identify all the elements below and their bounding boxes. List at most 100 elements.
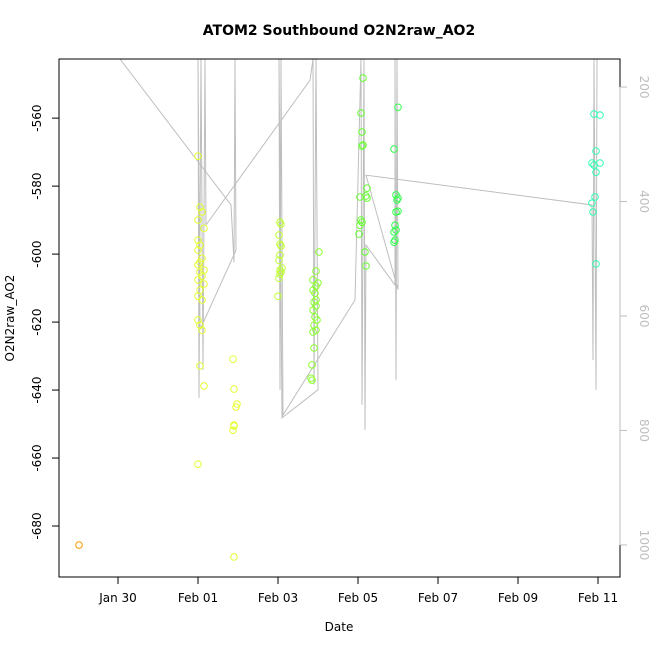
data-point [596, 159, 604, 167]
x-tick-label: Feb 05 [338, 591, 378, 605]
x-axis-label: Date [325, 620, 354, 634]
data-point [230, 553, 238, 561]
y2-tick-label: 400 [637, 190, 650, 213]
data-point [592, 147, 600, 155]
data-point [596, 111, 604, 119]
data-point [309, 306, 317, 314]
data-point [194, 292, 202, 301]
x-tick-label: Jan 30 [98, 591, 137, 605]
data-point [361, 248, 369, 256]
x-tick-label: Feb 07 [418, 591, 458, 605]
y2-tick-label: 1000 [637, 530, 650, 561]
data-point [198, 296, 206, 304]
x-tick-label: Feb 03 [258, 591, 298, 605]
y-axis-label: O2N2raw_AO2 [3, 275, 17, 362]
data-point [390, 228, 398, 236]
line-layer [119, 59, 598, 430]
data-point [589, 208, 597, 216]
data-point [591, 193, 599, 201]
data-point [196, 241, 204, 250]
data-point [315, 248, 323, 256]
data-point [392, 208, 400, 216]
data-point [276, 251, 284, 259]
x-tick-label: Feb 09 [498, 591, 538, 605]
y2-tick-label: 600 [637, 305, 650, 328]
data-point [358, 128, 366, 136]
data-point [310, 298, 318, 306]
y-tick-label: -580 [30, 173, 44, 200]
x-tick-label: Feb 01 [178, 591, 218, 605]
x-tick-label: Feb 11 [578, 591, 618, 605]
data-point [194, 276, 202, 284]
data-point [592, 168, 600, 176]
data-point [277, 220, 285, 228]
data-point [196, 321, 204, 329]
data-point [393, 196, 401, 204]
data-point [592, 260, 600, 268]
data-point [277, 242, 285, 250]
data-point [194, 261, 202, 269]
data-point [359, 74, 367, 82]
data-point [194, 316, 202, 324]
data-point [362, 262, 370, 270]
data-point [198, 208, 206, 216]
data-point [355, 230, 363, 238]
data-point [275, 256, 283, 265]
data-point [356, 193, 364, 201]
data-point [308, 361, 316, 369]
data-point [390, 238, 398, 247]
data-point [200, 224, 208, 233]
data-point [198, 272, 206, 280]
data-point [200, 382, 208, 390]
data-point [363, 184, 371, 192]
point-layer [75, 74, 604, 561]
data-point [230, 421, 238, 429]
data-point [390, 145, 398, 153]
data-point [196, 203, 204, 211]
y-tick-label: -680 [30, 512, 44, 539]
data-point [230, 385, 238, 393]
data-point [394, 103, 402, 112]
data-point [357, 109, 365, 117]
y2-tick-label: 200 [637, 76, 650, 99]
data-point [358, 142, 366, 150]
y2-tick-label: 800 [637, 419, 650, 442]
data-point [356, 221, 364, 230]
data-point [308, 376, 316, 385]
data-point [588, 159, 596, 167]
data-point [75, 541, 83, 549]
data-point [588, 199, 596, 207]
data-point [310, 344, 318, 352]
data-point [229, 426, 237, 434]
data-point [392, 226, 400, 234]
data-point [233, 400, 241, 408]
data-point [359, 141, 367, 149]
data-point [194, 216, 202, 224]
data-point [200, 280, 208, 288]
data-point [276, 270, 284, 278]
data-point [232, 403, 240, 411]
data-point [194, 152, 202, 161]
data-point [196, 362, 204, 370]
y-tick-label: -620 [30, 308, 44, 335]
y-tick-label: -640 [30, 376, 44, 403]
y-tick-label: -660 [30, 444, 44, 471]
data-point [229, 355, 237, 363]
data-point [198, 326, 206, 335]
data-point [276, 240, 284, 249]
data-point [275, 231, 283, 239]
y-tick-label: -600 [30, 240, 44, 267]
data-point [194, 246, 202, 254]
data-point [274, 292, 282, 301]
data-point [312, 267, 320, 275]
data-point [275, 274, 283, 283]
data-point [194, 460, 202, 468]
data-point [194, 236, 202, 244]
data-line [119, 59, 598, 430]
data-point [198, 254, 206, 262]
data-point [309, 328, 317, 336]
data-point [363, 194, 371, 202]
chart-title: ATOM2 Southbound O2N2raw_AO2 [203, 23, 475, 39]
